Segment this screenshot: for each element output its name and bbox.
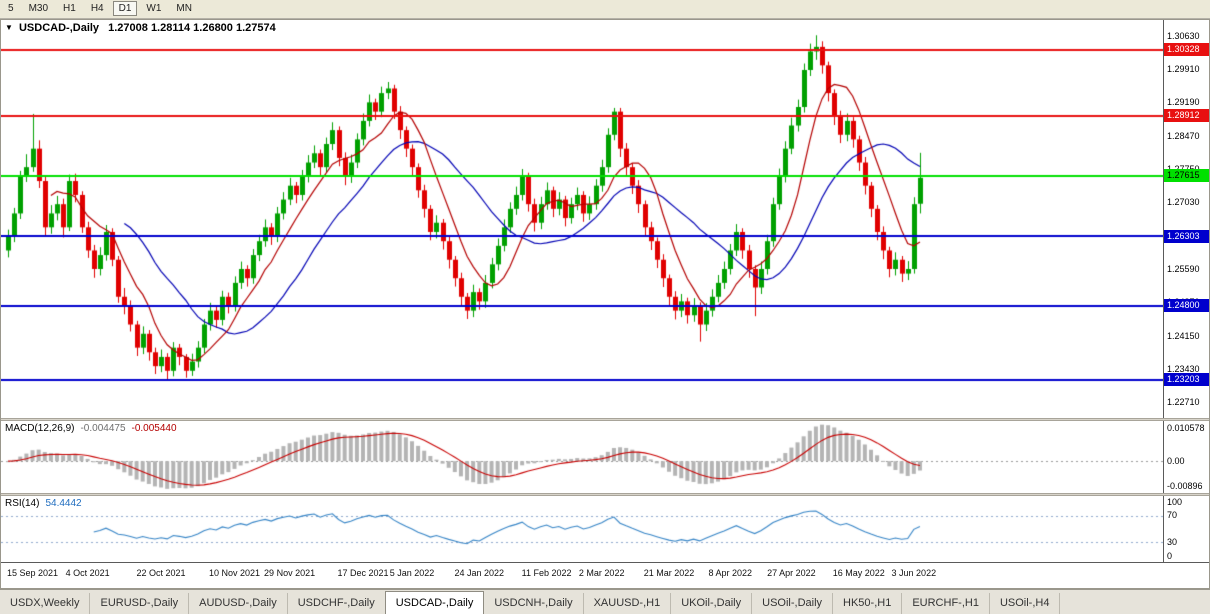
price-line-label: 1.30328: [1164, 43, 1209, 57]
price-axis-tick: 1.22710: [1167, 397, 1200, 408]
date-axis-label: 10 Nov 2021: [208, 567, 261, 578]
price-line-label: 1.24800: [1164, 299, 1209, 313]
price-axis-tick: 1.27030: [1167, 197, 1200, 208]
chart-ohlc-values: 1.27008 1.28114 1.26800 1.27574: [108, 21, 276, 34]
price-line-label: 1.28912: [1164, 108, 1209, 122]
timeframe-button-h4[interactable]: H4: [90, 3, 104, 15]
price-line-label: 1.27615: [1164, 168, 1209, 182]
price-panel: ▼ USDCAD-,Daily 1.27008 1.28114 1.26800 …: [1, 19, 1209, 418]
macd-axis-tick: 0.00: [1167, 455, 1185, 466]
rsi-axis-tick: 100: [1167, 496, 1183, 507]
date-axis-label: 2 Mar 2022: [578, 567, 625, 578]
macd-name: MACD(12,26,9): [5, 422, 75, 434]
price-axis-tick: 1.23430: [1167, 363, 1200, 374]
time-axis[interactable]: 15 Sep 2021 4 Oct 2021 22 Oct 2021 10 Nov 2…: [1, 561, 1209, 588]
date-axis-label: 21 Mar 2022: [643, 567, 695, 578]
date-axis-label: 11 Feb 2022: [521, 567, 572, 578]
rsi-axis-tick: 70: [1167, 510, 1178, 521]
rsi-label: RSI(14) 54.4442: [5, 498, 82, 509]
price-axis-tick: 1.29190: [1167, 97, 1200, 108]
macd-axis-tick: 0.010578: [1167, 422, 1205, 433]
date-axis-label: 8 Apr 2022: [708, 567, 752, 578]
macd-signal-value: -0.005440: [131, 422, 177, 434]
tab-usoil-h4[interactable]: USOil-,H4: [990, 593, 1061, 614]
price-axis-tick: 1.25590: [1167, 264, 1200, 275]
timeframe-button-m30[interactable]: M30: [28, 3, 49, 15]
rsi-plot-area[interactable]: RSI(14) 54.4442: [1, 495, 1163, 562]
tab-eurchf-h1[interactable]: EURCHF-,H1: [902, 593, 990, 614]
date-axis-label: 15 Sep 2021: [7, 567, 59, 578]
tab-ukoil-daily[interactable]: UKOil-,Daily: [671, 593, 753, 614]
macd-label: MACD(12,26,9) -0.004475 -0.005440: [5, 423, 177, 434]
date-axis-label: 5 Jan 2022: [389, 567, 435, 578]
price-axis-tick: 1.24150: [1167, 330, 1200, 341]
price-line-label: 1.23203: [1164, 372, 1209, 386]
tab-usdcnh-daily[interactable]: USDCNH-,Daily: [484, 593, 584, 614]
macd-plot-area[interactable]: MACD(12,26,9) -0.004475 -0.005440: [1, 420, 1163, 493]
tab-eurusd-daily[interactable]: EURUSD-,Daily: [90, 593, 190, 614]
tab-xauusd-h1[interactable]: XAUUSD-,H1: [584, 593, 672, 614]
rsi-panel: RSI(14) 54.4442 100 70 30 0: [1, 495, 1209, 562]
chart-tab-bar: USDX,Weekly EURUSD-,Daily AUDUSD-,Daily USD…: [0, 588, 1210, 614]
tab-usdcad-daily[interactable]: USDCAD-,Daily: [384, 591, 485, 614]
price-line-label: 1.26303: [1164, 229, 1209, 243]
price-axis-tick: 1.28470: [1167, 130, 1200, 141]
date-axis-label: 3 Jun 2022: [891, 567, 937, 578]
rsi-axis-tick: 30: [1167, 536, 1178, 547]
date-axis-label: 17 Dec 2021: [337, 567, 389, 578]
price-chart-canvas[interactable]: [1, 19, 1163, 418]
price-axis[interactable]: 1.306301.299101.291901.284701.277501.270…: [1163, 19, 1209, 418]
rsi-name: RSI(14): [5, 497, 40, 509]
timeframe-toolbar: 5 M30 H1 H4 D1 W1 MN: [0, 0, 1210, 19]
date-axis-label: 22 Oct 2021: [136, 567, 186, 578]
panel-splitter[interactable]: [1, 492, 1209, 496]
date-axis-label: 27 Apr 2022: [767, 567, 816, 578]
timeframe-button-mn[interactable]: MN: [176, 3, 192, 15]
rsi-chart-canvas[interactable]: [1, 495, 1163, 562]
date-axis-label: 24 Jan 2022: [454, 567, 505, 578]
timeframe-button-d1[interactable]: D1: [112, 1, 138, 17]
chart-symbol-label: USDCAD-,Daily: [18, 21, 100, 34]
timeframe-button-h1[interactable]: H1: [63, 3, 76, 15]
rsi-axis[interactable]: 100 70 30 0: [1163, 495, 1209, 562]
tab-hk50-h1[interactable]: HK50-,H1: [833, 593, 903, 614]
chart-title: ▼ USDCAD-,Daily 1.27008 1.28114 1.26800 …: [5, 22, 276, 34]
date-axis-label: 4 Oct 2021: [65, 567, 110, 578]
macd-axis[interactable]: 0.010578 0.00 -0.00896: [1163, 420, 1209, 493]
date-axis-label: 29 Nov 2021: [264, 567, 316, 578]
price-plot-area[interactable]: ▼ USDCAD-,Daily 1.27008 1.28114 1.26800 …: [1, 19, 1163, 418]
timeframe-button-5[interactable]: 5: [8, 3, 14, 15]
price-axis-tick: 1.30630: [1167, 30, 1200, 41]
timeframe-button-w1[interactable]: W1: [146, 3, 162, 15]
rsi-axis-tick: 0: [1167, 550, 1173, 561]
macd-panel: MACD(12,26,9) -0.004475 -0.005440 0.010578…: [1, 420, 1209, 493]
date-axis-label: 16 May 2022: [832, 567, 885, 578]
macd-chart-canvas[interactable]: [1, 420, 1163, 493]
tab-usdx-weekly[interactable]: USDX,Weekly: [0, 593, 91, 614]
tab-usdchf-daily[interactable]: USDCHF-,Daily: [288, 593, 386, 614]
rsi-value: 54.4442: [45, 497, 82, 509]
chart-window: ▼ USDCAD-,Daily 1.27008 1.28114 1.26800 …: [0, 18, 1210, 589]
price-axis-tick: 1.29910: [1167, 64, 1200, 75]
panel-splitter[interactable]: [1, 417, 1209, 421]
tab-usoil-daily[interactable]: USOil-,Daily: [752, 593, 834, 614]
macd-main-value: -0.004475: [80, 422, 126, 434]
tab-audusd-daily[interactable]: AUDUSD-,Daily: [189, 593, 288, 614]
macd-axis-tick: -0.00896: [1167, 480, 1203, 491]
chart-dropdown-icon[interactable]: ▼: [5, 22, 13, 32]
